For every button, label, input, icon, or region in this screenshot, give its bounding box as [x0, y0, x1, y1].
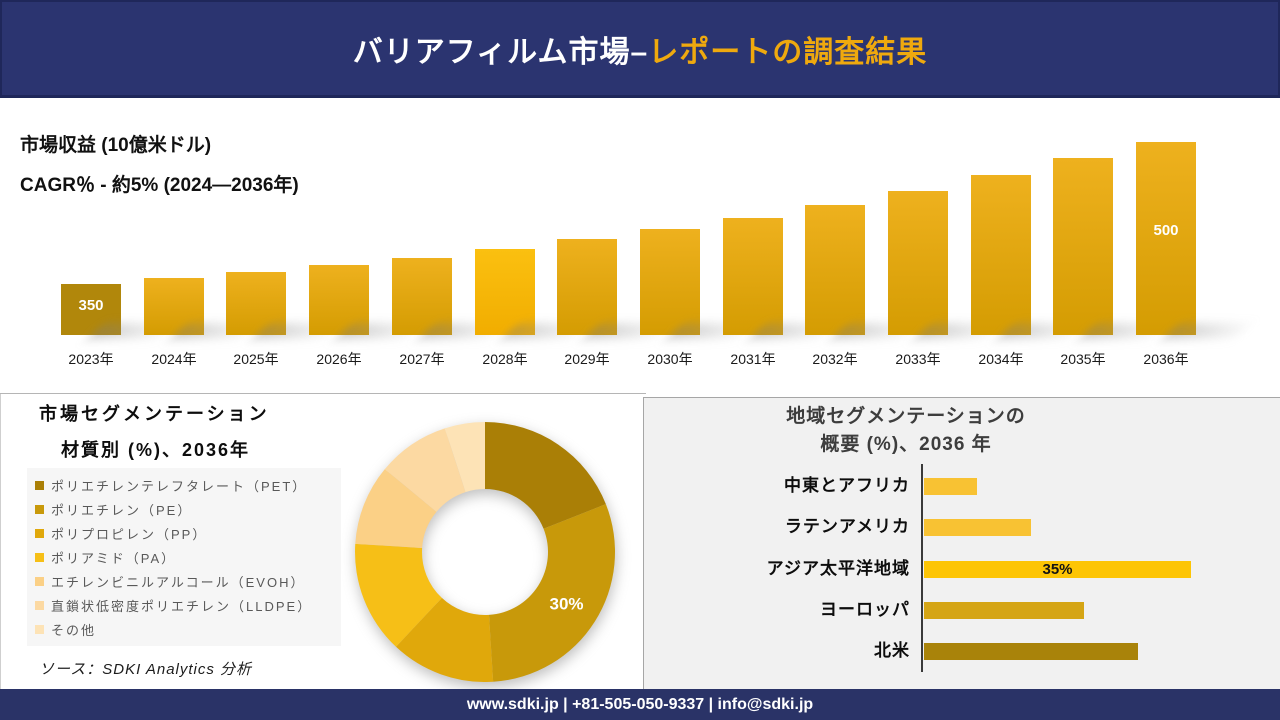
year-label: 2024年 [151, 351, 197, 367]
region-label-3: ヨーロッパ [820, 600, 910, 619]
segmentation-title: 市場セグメンテーション [39, 404, 270, 424]
legend-label: ポリアミド（PA） [51, 550, 177, 566]
legend-label: ポリプロピレン（PP） [51, 526, 208, 542]
regional-title-line2: 概要 (%)、2036 年 [820, 434, 992, 455]
donut-slice-4 [355, 469, 437, 549]
material-legend: ポリエチレンテレフタレート（PET） ポリエチレン（PE） ポリプロピレン（PP） ポ… [27, 468, 341, 646]
region-label-1: ラテンアメリカ [784, 517, 910, 536]
year-label: 2031年 [730, 351, 776, 367]
legend-swatch [35, 528, 44, 538]
year-label: 2023年 [68, 351, 114, 367]
report-header: バリアフィルム市場–レポートの調査結果 [0, 0, 1280, 98]
legend-label: その他 [51, 622, 97, 638]
page-title-white: バリアフィルム市場– [352, 35, 649, 69]
legend-label: エチレンビニルアルコール（EVOH） [51, 574, 306, 590]
legend-swatch [35, 624, 44, 634]
region-bar-3 [924, 602, 1084, 619]
year-label: 2036年 [1143, 351, 1189, 367]
revenue-bar-2035年 [1053, 158, 1113, 335]
legend-item: その他 [35, 617, 341, 641]
revenue-bar-2032年 [805, 205, 865, 335]
donut-slice-2 [396, 597, 494, 682]
regional-axis-line [921, 464, 923, 672]
revenue-bar-2029年 [557, 239, 617, 335]
year-label: 2033年 [895, 351, 941, 367]
contact-footer: www.sdki.jp | +81-505-050-9337 | info@sd… [0, 689, 1280, 720]
revenue-chart-section: 市場収益 (10億米ドル) CAGR％ - 約5% (2024―2036年) 3… [0, 97, 1280, 393]
legend-item: ポリアミド（PA） [35, 545, 341, 569]
material-donut-chart: 30% [355, 422, 615, 682]
regional-segmentation-panel: 地域セグメンテーションの 概要 (%)、2036 年 中東とアフリカ ラテンアメリ… [643, 397, 1280, 690]
revenue-bar-2025年 [226, 272, 286, 335]
revenue-bar-2027年 [392, 258, 452, 335]
legend-item: ポリエチレン（PE） [35, 497, 341, 521]
revenue-bar-value: 350 [78, 297, 104, 314]
legend-swatch [35, 576, 44, 586]
revenue-bar-2023年: 350 [61, 284, 121, 335]
legend-swatch [35, 552, 44, 562]
revenue-cagr-label: CAGR％ - 約5% (2024―2036年) [20, 175, 299, 196]
year-label: 2028年 [482, 351, 528, 367]
year-label: 2034年 [978, 351, 1024, 367]
section-divider [0, 393, 646, 394]
legend-swatch [35, 600, 44, 610]
revenue-bar-2034年 [971, 175, 1031, 335]
revenue-bar-2036年: 500 [1136, 142, 1196, 335]
donut-slice-3 [355, 543, 442, 647]
region-bar-4 [924, 643, 1138, 660]
segmentation-subtitle: 材質別 (%)、2036年 [61, 440, 251, 460]
revenue-bar-2030年 [640, 229, 700, 335]
contact-footer-text: www.sdki.jp | +81-505-050-9337 | info@sd… [466, 695, 814, 713]
revenue-bar-2028年 [475, 249, 535, 335]
region-bar-value: 35% [1042, 561, 1073, 578]
region-bar-1 [924, 519, 1031, 536]
year-label: 2027年 [399, 351, 445, 367]
revenue-bar-2024年 [144, 278, 204, 335]
donut-slice-0 [485, 422, 606, 529]
donut-slice-6 [444, 422, 485, 493]
legend-item: エチレンビニルアルコール（EVOH） [35, 569, 341, 593]
region-label-2: アジア太平洋地域 [766, 559, 910, 578]
legend-label: ポリエチレンテレフタレート（PET） [51, 478, 308, 494]
year-label: 2030年 [647, 351, 693, 367]
revenue-bar-value: 500 [1153, 222, 1179, 239]
region-label-4: 北米 [874, 641, 910, 660]
legend-swatch [35, 480, 44, 490]
region-bar-2: 35% [924, 561, 1191, 578]
source-note: ソース：SDKI Analytics 分析 [39, 661, 253, 678]
legend-swatch [35, 504, 44, 514]
legend-item: ポリプロピレン（PP） [35, 521, 341, 545]
year-label: 2035年 [1060, 351, 1106, 367]
revenue-bar-2026年 [309, 265, 369, 335]
page-title-gold: レポートの調査結果 [648, 35, 928, 69]
donut-slice-5 [384, 428, 466, 512]
legend-item: ポリエチレンテレフタレート（PET） [35, 473, 341, 497]
legend-item: 直鎖状低密度ポリエチレン（LLDPE） [35, 593, 341, 617]
revenue-axis-label: 市場収益 (10億米ドル) [20, 135, 212, 156]
revenue-bar-2033年 [888, 191, 948, 335]
material-segmentation-panel: 市場セグメンテーション 材質別 (%)、2036年 ポリエチレンテレフタレート（… [0, 394, 644, 689]
donut-slice-1 [488, 504, 615, 682]
page-title: バリアフィルム市場–レポートの調査結果 [353, 27, 927, 71]
regional-title-line1: 地域セグメンテーションの [786, 406, 1026, 427]
region-bar-0 [924, 478, 977, 495]
region-label-0: 中東とアフリカ [784, 476, 910, 495]
regional-title: 地域セグメンテーションの 概要 (%)、2036 年 [644, 403, 1168, 459]
legend-label: ポリエチレン（PE） [51, 502, 193, 518]
year-label: 2032年 [812, 351, 858, 367]
year-label: 2026年 [316, 351, 362, 367]
legend-label: 直鎖状低密度ポリエチレン（LLDPE） [51, 598, 313, 614]
year-label: 2025年 [233, 351, 279, 367]
donut-slice-label: 30% [549, 595, 583, 614]
year-label: 2029年 [564, 351, 610, 367]
revenue-bar-2031年 [723, 218, 783, 335]
